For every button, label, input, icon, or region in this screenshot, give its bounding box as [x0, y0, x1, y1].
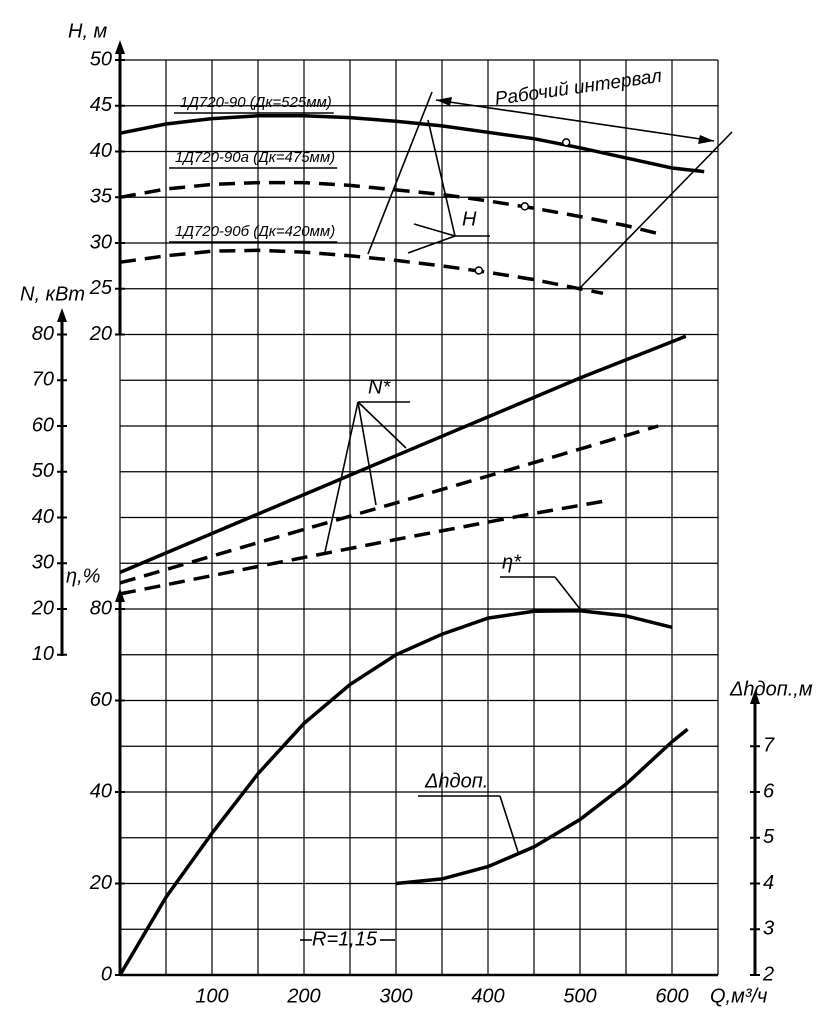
y-axis-label: η,%	[66, 565, 100, 587]
y-tick-label: 70	[32, 369, 54, 391]
axis-arrow	[115, 40, 125, 54]
y-tick-label: 45	[90, 94, 113, 116]
y-tick-label: 20	[89, 872, 112, 894]
annotation: H	[462, 208, 477, 230]
curve	[119, 180, 664, 237]
curve	[119, 114, 705, 174]
y-tick-label: 60	[90, 689, 112, 711]
y-axis-label: N, кВт	[20, 283, 85, 305]
y-tick-label: 6	[763, 780, 775, 802]
annotation: η*	[502, 551, 522, 573]
x-tick-label: 100	[195, 985, 228, 1007]
x-tick-label: 500	[563, 985, 596, 1007]
axis-arrow	[57, 308, 67, 322]
y-tick-label: 25	[89, 277, 113, 299]
curve	[119, 248, 604, 296]
curve	[119, 334, 687, 575]
y-tick-label: 2	[762, 963, 774, 985]
curve	[119, 424, 659, 585]
y-tick-label: 5	[763, 826, 775, 848]
axis-arrow	[115, 588, 125, 602]
x-tick-label: 400	[471, 985, 504, 1007]
y-tick-label: 40	[32, 506, 54, 528]
y-tick-label: 30	[90, 231, 112, 253]
curve	[118, 609, 673, 976]
curve-label: 1Д720-90б (Дк=420мм)	[175, 223, 335, 240]
y-tick-label: 35	[90, 186, 113, 208]
y-tick-label: 50	[32, 460, 54, 482]
x-tick-label: 300	[379, 985, 412, 1007]
annotation: N*	[368, 376, 391, 398]
operating-point	[520, 202, 530, 211]
y-tick-label: 40	[90, 780, 112, 802]
y-axis-label: H, м	[68, 20, 108, 42]
curve-label: 1Д720-90а (Дк=475мм)	[175, 149, 335, 166]
y-tick-label: 80	[32, 323, 54, 345]
operating-point	[474, 266, 484, 275]
curve-label: 1Д720-90 (Дк=525мм)	[180, 94, 332, 111]
y-axis-label: Δhдоп.,м	[729, 678, 813, 700]
y-tick-label: 20	[89, 323, 112, 345]
annotation: R=1,15	[312, 928, 378, 950]
y-tick-label: 10	[32, 643, 54, 665]
curve	[119, 498, 608, 596]
annotation: Рабочий интервал	[493, 66, 663, 110]
y-tick-label: 40	[90, 140, 112, 162]
y-tick-label: 60	[32, 414, 54, 436]
x-tick-label: 200	[286, 985, 320, 1007]
y-tick-label: 4	[763, 872, 774, 894]
curve	[395, 727, 689, 886]
x-tick-label: 600	[655, 985, 688, 1007]
leader-lines	[300, 91, 733, 941]
x-axis-label: Q,м³/ч	[710, 985, 767, 1007]
annotation: Δhдоп.	[424, 770, 488, 792]
y-tick-label: 50	[90, 48, 112, 70]
y-tick-label: 80	[90, 597, 112, 619]
y-tick-label: 20	[31, 597, 54, 619]
axis-arrow	[750, 690, 760, 704]
y-tick-label: 3	[763, 918, 774, 940]
y-tick-label: 0	[101, 963, 112, 985]
operating-point	[561, 138, 571, 147]
y-tick-label: 30	[32, 552, 54, 574]
y-tick-label: 7	[763, 735, 775, 757]
